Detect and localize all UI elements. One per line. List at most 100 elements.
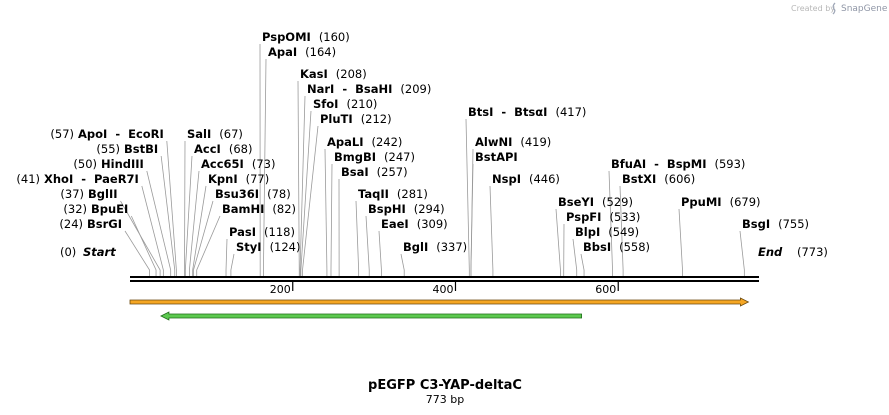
site-name: BglII [88, 187, 118, 201]
tick-label: 400 [432, 283, 453, 296]
site-leader [166, 140, 177, 276]
site-label[interactable]: KasI (208) [300, 67, 367, 81]
site-label[interactable]: AccI (68) [194, 142, 252, 156]
tick-label: 200 [270, 283, 291, 296]
site-position: (419) [520, 135, 551, 149]
site-label[interactable]: ApoI - EcoRI (57) [50, 127, 163, 141]
site-name: BstBI [124, 142, 158, 156]
site-label[interactable]: SalI (67) [187, 127, 243, 141]
site-label[interactable]: Bsu36I (78) [215, 187, 291, 201]
site-name: BsgI [742, 217, 770, 231]
site-label[interactable]: BlpI (549) [575, 225, 639, 239]
site-name: BseYI [558, 195, 594, 209]
site-position: (24) [59, 217, 83, 231]
site-name: Bsu36I [215, 187, 259, 201]
site-position: (68) [229, 142, 253, 156]
orange-feature-arrow[interactable] [129, 297, 750, 307]
site-label[interactable]: XhoI - PaeR7I (41) [16, 172, 138, 186]
site-position: (118) [264, 225, 295, 239]
site-name: BmgBI [334, 150, 376, 164]
site-position: (549) [608, 225, 639, 239]
credit: Created by SnapGene [791, 2, 888, 15]
site-position: (208) [336, 67, 367, 81]
site-position: (32) [63, 202, 87, 216]
site-position: (257) [377, 165, 408, 179]
site-leader [678, 208, 683, 276]
site-position: (309) [417, 217, 448, 231]
site-label[interactable]: NspI (446) [492, 172, 560, 186]
backbone-bottom-strand [130, 280, 759, 282]
site-label[interactable]: PspFI (533) [566, 210, 640, 224]
site-name: PasI [229, 225, 256, 239]
site-label[interactable]: BmgBI (247) [334, 150, 415, 164]
site-leader [196, 215, 221, 276]
site-label[interactable]: BspHI (294) [368, 202, 445, 216]
site-position: (160) [319, 30, 350, 44]
site-label[interactable]: BstBI (55) [96, 142, 158, 156]
site-label[interactable]: BseYI (529) [558, 195, 633, 209]
site-labels: PspOMI (160) ApaI (164) KasI (208)NarI - BsaH… [16, 30, 809, 254]
site-name: BlpI [575, 225, 600, 239]
site-label[interactable]: BglI (337) [403, 240, 467, 254]
site-label[interactable]: BfuAI - BspMI (593) [611, 157, 745, 171]
site-leader [555, 208, 561, 276]
site-name: BsrGI [87, 217, 122, 231]
site-name: SfoI [313, 97, 338, 111]
site-label[interactable]: BsaI (257) [341, 165, 408, 179]
site-label[interactable]: BstXI (606) [622, 172, 695, 186]
site-label[interactable]: BbsI (558) [583, 240, 650, 254]
site-name: NspI [492, 172, 521, 186]
site-name: PspOMI [262, 30, 311, 44]
green-feature-arrow[interactable] [160, 311, 583, 321]
site-label[interactable]: TaqII (281) [358, 187, 428, 201]
site-label[interactable]: PasI (118) [229, 225, 295, 239]
site-name: StyI [236, 240, 262, 254]
site-label[interactable]: BtsI - BtsαI (417) [468, 105, 586, 119]
site-label[interactable]: HindIII (50) [73, 157, 143, 171]
site-leader [330, 163, 333, 276]
credit-text: Created by [791, 4, 835, 13]
site-name: XhoI - PaeR7I [44, 172, 139, 186]
site-position: (78) [267, 187, 291, 201]
site-leader [120, 200, 161, 276]
site-label[interactable]: ApaI (164) [268, 45, 336, 59]
site-position: (41) [16, 172, 40, 186]
site-name: BtsI - BtsαI [468, 105, 547, 119]
site-name: BpuEI [91, 202, 128, 216]
site-label[interactable]: BstAPI [475, 150, 518, 164]
feature-arrows [129, 297, 750, 321]
site-label[interactable]: BglII (37) [60, 187, 117, 201]
site-label[interactable]: BamHI (82) [222, 202, 296, 216]
site-name: NarI - BsaHI [307, 82, 392, 96]
site-leader [297, 80, 300, 276]
site-position: (242) [372, 135, 403, 149]
site-label[interactable]: BsrGI (24) [59, 217, 122, 231]
site-label[interactable]: PluTI (212) [320, 112, 392, 126]
site-label[interactable]: AlwNI (419) [475, 135, 551, 149]
site-position: (533) [609, 210, 640, 224]
site-name: SalI [187, 127, 211, 141]
site-position: (212) [361, 112, 392, 126]
site-label[interactable]: SfoI (210) [313, 97, 377, 111]
site-leader [489, 185, 494, 276]
site-leader [193, 200, 214, 276]
site-name: AlwNI [475, 135, 512, 149]
site-label[interactable]: BsgI (755) [742, 217, 809, 231]
site-label[interactable]: KpnI (77) [208, 172, 269, 186]
site-position: (606) [664, 172, 695, 186]
site-label[interactable]: EaeI (309) [381, 217, 448, 231]
site-name: HindIII [101, 157, 144, 171]
site-label[interactable]: PspOMI (160) [262, 30, 350, 44]
site-label[interactable]: PpuMI (679) [681, 195, 761, 209]
site-position: (210) [346, 97, 377, 111]
site-label[interactable]: ApaLI (242) [327, 135, 402, 149]
start-label-group: (0) Start [60, 245, 116, 259]
site-position: (529) [602, 195, 633, 209]
site-label[interactable]: Acc65I (73) [201, 157, 275, 171]
site-position: (50) [73, 157, 97, 171]
site-label[interactable]: BpuEI (32) [63, 202, 128, 216]
site-label[interactable]: NarI - BsaHI (209) [307, 82, 431, 96]
site-leader [580, 253, 585, 276]
site-label[interactable]: StyI (124) [236, 240, 301, 254]
